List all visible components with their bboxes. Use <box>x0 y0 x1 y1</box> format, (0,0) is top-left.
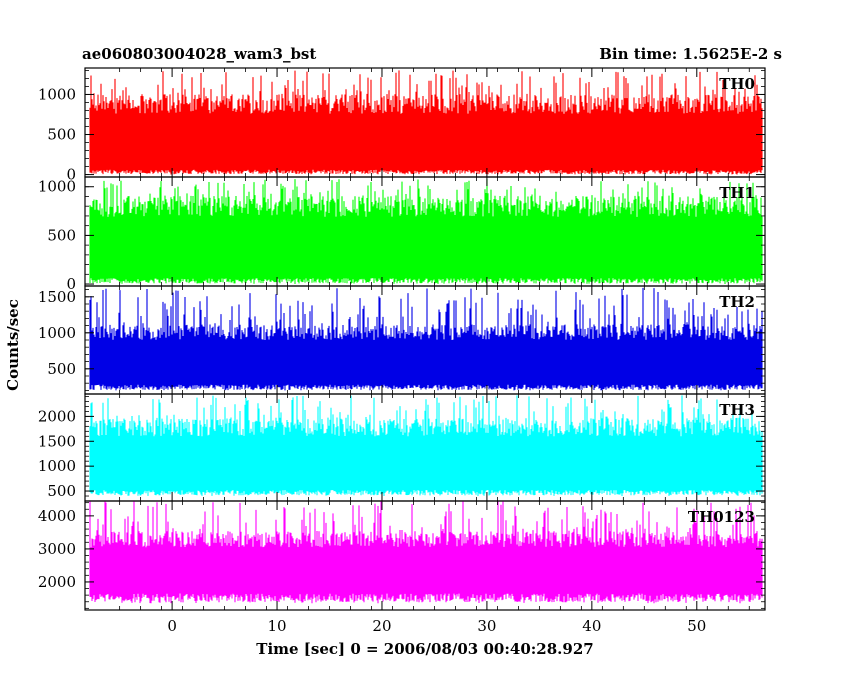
y-tick-label: 500 <box>47 360 76 378</box>
panel-label-th1: TH1 <box>719 184 755 202</box>
series-th2 <box>89 287 763 391</box>
y-tick-label: 500 <box>47 126 76 144</box>
y-tick-label: 500 <box>47 482 76 500</box>
x-tick-label: 50 <box>687 617 706 635</box>
x-tick-label: 10 <box>267 617 286 635</box>
series-th0123 <box>89 501 763 604</box>
y-tick-label: 1000 <box>38 178 76 196</box>
series-th3 <box>89 395 763 496</box>
panel-label-th2: TH2 <box>719 293 755 311</box>
y-tick-label: 1000 <box>38 85 76 103</box>
y-tick-label: 0 <box>66 275 76 293</box>
x-tick-label: 40 <box>582 617 601 635</box>
x-axis-label: Time [sec] 0 = 2006/08/03 00:40:28.927 <box>256 640 594 658</box>
panel-label-th0: TH0 <box>719 75 755 93</box>
bin-time-label: Bin time: 1.5625E-2 s <box>599 45 782 63</box>
panel-label-th0123: TH0123 <box>688 508 755 526</box>
y-tick-label: 4000 <box>38 507 76 525</box>
x-tick-label: 0 <box>167 617 177 635</box>
x-tick-label: 20 <box>372 617 391 635</box>
series-th1 <box>89 179 763 284</box>
y-tick-label: 2000 <box>38 407 76 425</box>
chart-title: ae060803004028_wam3_bst <box>82 45 317 63</box>
y-tick-label: 3000 <box>38 540 76 558</box>
y-tick-label: 1500 <box>38 288 76 306</box>
x-tick-label: 30 <box>477 617 496 635</box>
panel-label-th3: TH3 <box>719 401 755 419</box>
y-tick-label: 500 <box>47 226 76 244</box>
y-tick-label: 1500 <box>38 432 76 450</box>
y-tick-label: 1000 <box>38 457 76 475</box>
series-th0 <box>89 70 763 175</box>
y-tick-label: 2000 <box>38 573 76 591</box>
y-tick-label: 1000 <box>38 324 76 342</box>
y-tick-label: 0 <box>66 166 76 184</box>
y-axis-label: Counts/sec <box>4 299 22 391</box>
